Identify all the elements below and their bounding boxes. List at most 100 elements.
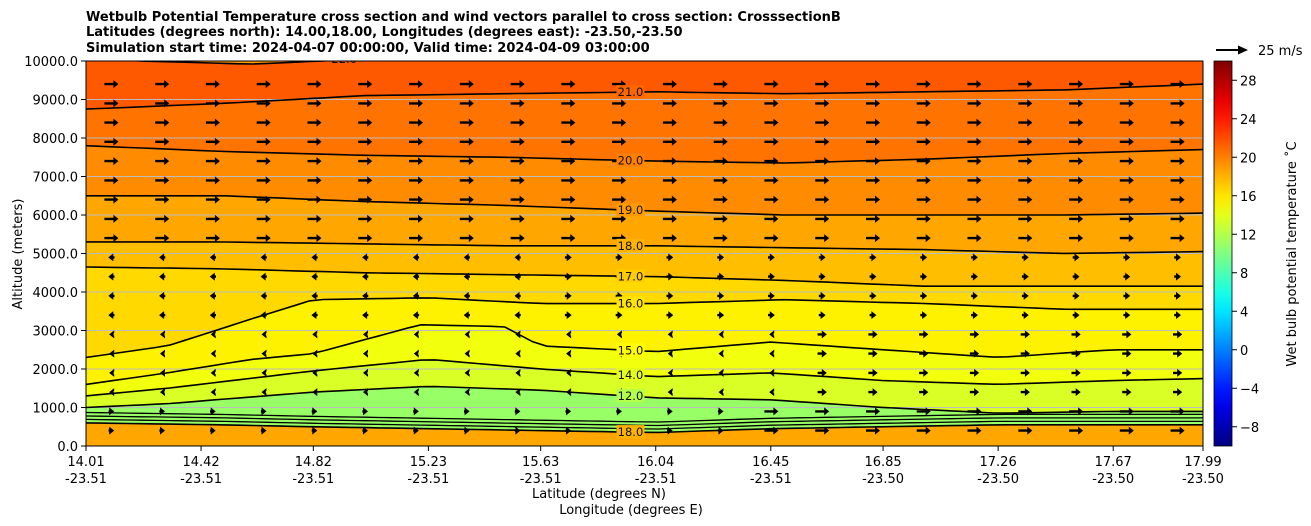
wind-vector-211 <box>667 388 673 397</box>
colorbar-tick-label-6: 16 <box>1240 190 1257 205</box>
wind-vector-395 <box>1119 137 1134 146</box>
wind-vector-218 <box>666 253 674 262</box>
wind-vector-289 <box>868 349 878 358</box>
wind-vector-14 <box>104 157 119 166</box>
wind-vector-250 <box>769 368 775 377</box>
wind-vector-390 <box>1119 234 1134 243</box>
contour-label-bg-9 <box>616 389 645 403</box>
wind-vector-340 <box>967 99 982 108</box>
contour-line-20.0 <box>86 144 1203 164</box>
wind-vector-52 <box>205 157 220 166</box>
wind-vector-126 <box>409 195 423 204</box>
quiver-key-arrowhead <box>1238 45 1248 55</box>
wind-vector-164 <box>510 195 525 204</box>
wind-vector-4 <box>109 349 115 358</box>
colorbar <box>1213 60 1233 447</box>
wind-vector-263 <box>764 118 779 127</box>
x-tick-label-lon-8: -23.50 <box>977 472 1019 487</box>
wind-vector-257 <box>764 234 779 243</box>
wind-vector-339 <box>967 118 982 127</box>
wind-vector-261 <box>764 157 779 166</box>
wind-vector-278 <box>815 195 830 204</box>
contour-label-bg-8 <box>616 368 645 382</box>
wind-vector-349 <box>1021 291 1029 300</box>
wind-vector-165 <box>510 176 525 185</box>
wind-vector-176 <box>566 330 572 339</box>
wind-vector-196 <box>615 311 623 320</box>
wind-vector-125 <box>409 214 423 223</box>
wind-vector-377 <box>1069 118 1084 127</box>
wind-vector-134 <box>464 407 470 416</box>
wind-vector-416 <box>1170 99 1185 108</box>
wind-vector-199 <box>615 253 623 262</box>
wind-vector-153 <box>514 407 521 416</box>
wind-vector-344 <box>1020 388 1030 397</box>
wind-vector-59 <box>261 388 267 397</box>
y-axis: 0.0 1000.0 2000.0 3000.0 4000.0 5000.0 6000.0 7… <box>24 55 86 455</box>
wind-vector-150 <box>459 99 474 108</box>
wind-vector-169 <box>510 99 525 108</box>
wind-vector-318 <box>916 157 931 166</box>
wind-vector-167 <box>510 137 525 146</box>
wind-vector-235 <box>717 291 725 300</box>
wind-vector-162 <box>510 234 525 243</box>
x-tick-label-lat-9: 17.67 <box>1095 455 1132 470</box>
wind-vector-331 <box>971 272 978 281</box>
contour-line-18.0 <box>86 241 1203 255</box>
wind-vector-130 <box>409 118 423 127</box>
wind-vector-30 <box>155 214 170 223</box>
wind-vector-39 <box>210 407 216 416</box>
wind-vector-402 <box>1173 368 1183 377</box>
wind-vector-328 <box>969 330 980 339</box>
quiver-key: 25 m/s <box>1216 44 1303 59</box>
wind-vector-203 <box>612 176 627 185</box>
wind-vector-259 <box>764 195 779 204</box>
wind-vector-294 <box>869 253 877 262</box>
wind-vector-188 <box>561 99 576 108</box>
wind-vector-178 <box>564 291 572 300</box>
wind-vector-216 <box>666 291 674 300</box>
contour-label-18.0: 18.0 <box>618 425 644 439</box>
wind-vector-175 <box>566 349 572 358</box>
wind-vector-89 <box>307 176 322 185</box>
y-tick-label-10: 10000.0 <box>24 55 78 70</box>
wind-vector-225 <box>662 118 677 127</box>
wind-vector-237 <box>717 253 725 262</box>
wind-vector-231 <box>718 368 724 377</box>
wind-vector-308 <box>919 349 929 358</box>
contour-label-bg-5 <box>616 269 645 283</box>
wind-vector-307 <box>919 368 929 377</box>
colorbar-tick-label-3: 4 <box>1240 305 1248 320</box>
wind-vector-412 <box>1170 176 1185 185</box>
wind-vector-401 <box>1173 388 1183 397</box>
wind-vector-133 <box>464 426 470 435</box>
contour-label-bg-1 <box>616 85 645 99</box>
wind-vector-382 <box>1122 388 1132 397</box>
wind-vector-58 <box>260 407 267 416</box>
wind-vector-49 <box>205 214 220 223</box>
wind-vector-44 <box>209 311 216 320</box>
wind-vector-380 <box>1119 426 1134 435</box>
y-tick-label-6: 6000.0 <box>33 209 79 224</box>
contour-line-19.0 <box>86 195 1203 216</box>
x-axis-label: Latitude (degrees N) <box>532 487 666 502</box>
wind-vector-16 <box>104 118 119 127</box>
x-tick-label-lat-2: 14.82 <box>295 455 332 470</box>
wind-vector-124 <box>409 234 423 243</box>
wind-vector-375 <box>1069 157 1084 166</box>
wind-vector-129 <box>409 137 423 146</box>
contour-line-16.0 <box>86 297 1203 359</box>
wind-vector-369 <box>1072 272 1080 281</box>
wind-vector-202 <box>612 195 627 204</box>
wind-vector-317 <box>916 176 931 185</box>
wind-vector-256 <box>768 253 775 262</box>
wind-vector-140 <box>463 291 470 300</box>
wind-vector-67 <box>256 234 271 243</box>
colorbar-tick-label-8: 24 <box>1240 113 1257 128</box>
contour-label-17.0: 17.0 <box>618 269 644 283</box>
wind-vector-60 <box>261 368 267 377</box>
wind-vector-277 <box>815 214 830 223</box>
contour-label-19.0: 19.0 <box>618 203 644 217</box>
wind-vector-185 <box>561 157 576 166</box>
wind-vector-408 <box>1174 253 1181 262</box>
